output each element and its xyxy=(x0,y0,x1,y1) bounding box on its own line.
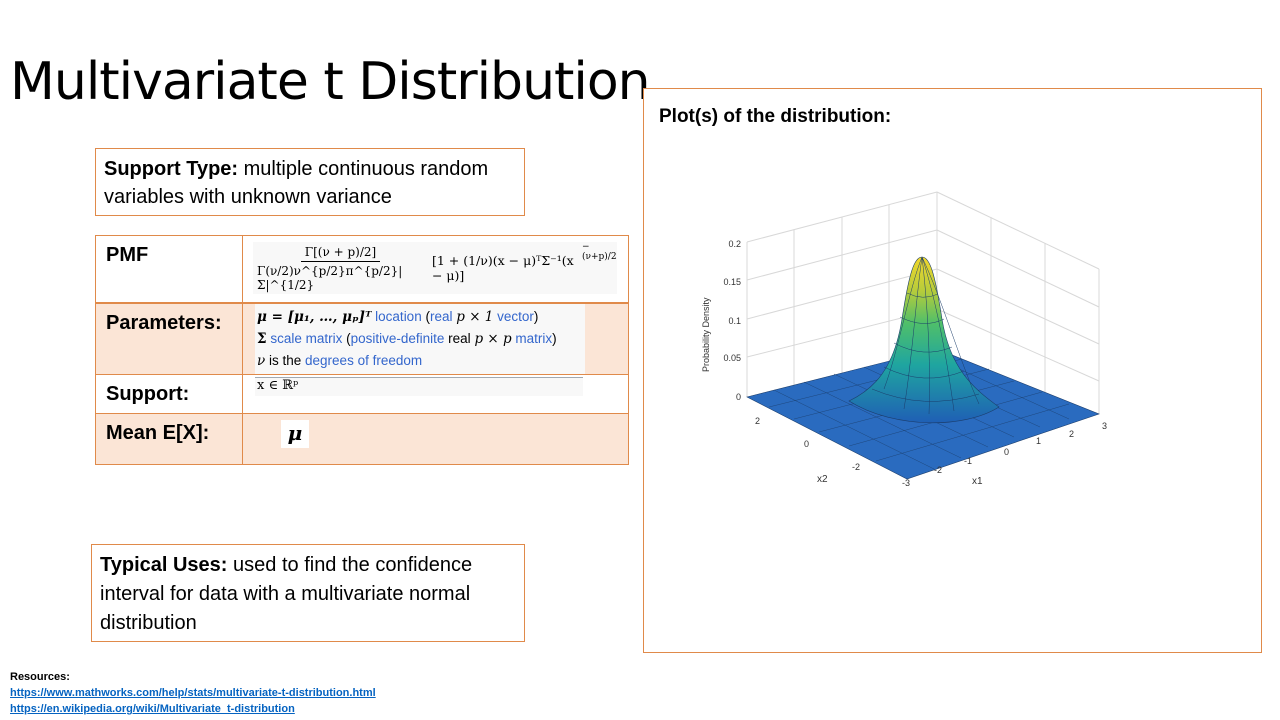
typical-uses-box: Typical Uses: used to find the confidenc… xyxy=(91,544,525,642)
mathworks-link[interactable]: https://www.mathworks.com/help/stats/mul… xyxy=(10,687,376,699)
z-axis-ticks: 0.2 0.15 0.1 0.05 0 xyxy=(723,239,741,402)
parameters-cell: μ = [μ₁, …, μₚ]ᵀ location (real p × 1 ve… xyxy=(242,302,629,375)
x-axis-label: x1 xyxy=(972,476,983,487)
surface-plot: 0.2 0.15 0.1 0.05 0 Probability Density … xyxy=(701,191,1107,488)
plot-box: Plot(s) of the distribution: xyxy=(643,88,1262,653)
location-link[interactable]: location xyxy=(375,309,422,324)
pmf-label: PMF xyxy=(95,235,243,304)
x-axis-ticks: -2 -1 0 1 2 3 xyxy=(934,421,1107,475)
pmf-exponent: −(ν+p)/2 xyxy=(581,242,617,262)
z-tick: 0.05 xyxy=(723,353,741,363)
support-cell: x ∈ ℝᵖ xyxy=(242,374,629,414)
x-tick: 3 xyxy=(1102,421,1107,431)
slide-title: Multivariate t Distribution xyxy=(10,52,651,112)
peak-mesh xyxy=(871,256,980,415)
typical-uses-label: Typical Uses: xyxy=(100,554,228,576)
parameters-formula: μ = [μ₁, …, μₚ]ᵀ location (real p × 1 ve… xyxy=(255,304,585,374)
y-tick: 2 xyxy=(755,416,760,426)
matrix-link[interactable]: matrix xyxy=(515,331,553,346)
x-tick: -1 xyxy=(964,456,972,466)
pmf-cell: Γ[(ν + p)/2] Γ(ν/2)ν^{p/2}π^{p/2}|Σ|^{1/… xyxy=(242,235,629,304)
mean-cell: μ xyxy=(242,413,629,465)
resources-heading: Resources: xyxy=(10,671,70,683)
x-tick: 0 xyxy=(1004,447,1009,457)
support-type-box: Support Type: multiple continuous random… xyxy=(95,148,525,216)
support-label: Support: xyxy=(95,374,243,414)
plot-title: Plot(s) of the distribution: xyxy=(659,106,892,127)
pmf-formula: Γ[(ν + p)/2] Γ(ν/2)ν^{p/2}π^{p/2}|Σ|^{1/… xyxy=(253,242,617,294)
parameters-row: Parameters: μ = [μ₁, …, μₚ]ᵀ location (r… xyxy=(95,302,629,375)
y-tick: 0 xyxy=(804,439,809,449)
parameters-label: Parameters: xyxy=(95,302,243,375)
mean-formula: μ xyxy=(281,420,309,448)
x-tick: -2 xyxy=(934,465,942,475)
mean-row: Mean E[X]: μ xyxy=(95,413,629,465)
y-axis-ticks: 2 0 -2 -3 xyxy=(755,416,910,488)
back-grid xyxy=(746,191,1100,414)
x-tick: 1 xyxy=(1036,436,1041,446)
scale-matrix-link[interactable]: scale matrix xyxy=(270,331,343,346)
y-tick: -3 xyxy=(902,478,910,488)
degrees-of-freedom-link[interactable]: degrees of freedom xyxy=(305,353,423,368)
properties-table: PMF Γ[(ν + p)/2] Γ(ν/2)ν^{p/2}π^{p/2}|Σ|… xyxy=(95,235,629,465)
z-tick: 0.2 xyxy=(728,239,741,249)
typical-uses-text: used to find the confidence interval for… xyxy=(100,554,473,634)
pmf-row: PMF Γ[(ν + p)/2] Γ(ν/2)ν^{p/2}π^{p/2}|Σ|… xyxy=(95,235,629,304)
support-row: Support: x ∈ ℝᵖ xyxy=(95,374,629,414)
support-type-text: multiple continuous random variables wit… xyxy=(104,158,489,208)
wikipedia-link[interactable]: https://en.wikipedia.org/wiki/Multivaria… xyxy=(10,703,295,715)
y-axis-label: x2 xyxy=(817,474,828,485)
z-tick: 0.15 xyxy=(723,277,741,287)
support-type-label: Support Type: xyxy=(104,158,239,180)
z-axis-label: Probability Density xyxy=(701,297,711,372)
y-tick: -2 xyxy=(852,462,860,472)
pmf-numerator: Γ[(ν + p)/2] xyxy=(300,245,381,262)
pmf-bracket: [1 + (1/ν)(x − μ)ᵀΣ⁻¹(x − μ)] xyxy=(431,253,574,283)
real-link[interactable]: real xyxy=(429,309,453,324)
positive-definite-link[interactable]: positive-definite xyxy=(350,331,445,346)
resources: Resources: https://www.mathworks.com/hel… xyxy=(10,669,376,717)
vector-link[interactable]: vector xyxy=(497,309,534,324)
mean-label: Mean E[X]: xyxy=(95,413,243,465)
x-tick: 2 xyxy=(1069,429,1074,439)
support-formula: x ∈ ℝᵖ xyxy=(255,377,583,396)
pmf-denominator: Γ(ν/2)ν^{p/2}π^{p/2}|Σ|^{1/2} xyxy=(257,263,403,292)
z-tick: 0.1 xyxy=(728,316,741,326)
z-tick: 0 xyxy=(736,392,741,402)
